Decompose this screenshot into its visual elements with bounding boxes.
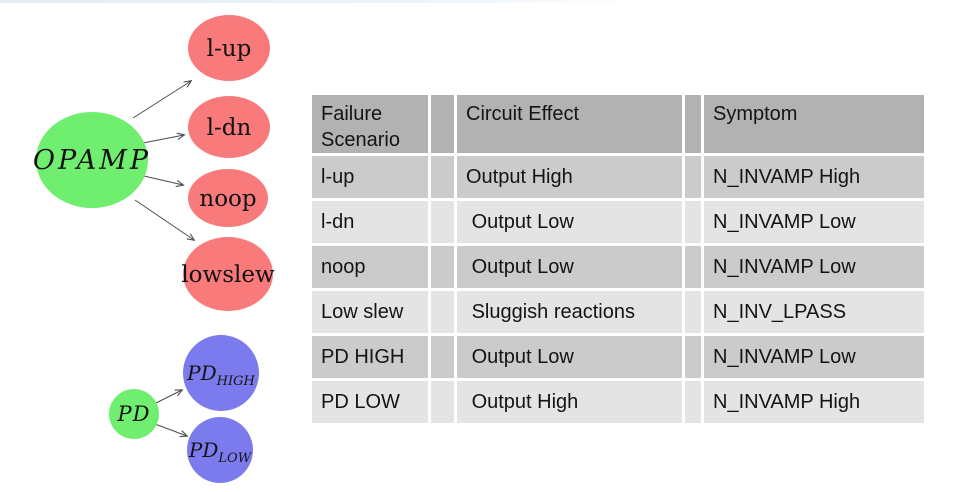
pdlow-label-base: PD xyxy=(188,438,219,462)
pd-tree-edges xyxy=(154,390,187,436)
cell-scenario: l-up xyxy=(312,156,428,198)
edge-opamp-noop xyxy=(143,175,183,185)
edge-opamp-ldn xyxy=(142,135,184,144)
edge-opamp-lup xyxy=(132,81,191,119)
cell-scenario: Low slew xyxy=(312,291,428,333)
edge-pd-pdhigh xyxy=(155,390,182,404)
cell-effect: Output Low xyxy=(457,246,682,288)
header-failure-scenario: Failure Scenario xyxy=(312,95,428,153)
pdlow-node-label: PDLOW xyxy=(188,438,253,466)
pd-node xyxy=(109,389,159,439)
ldn-node-label: l-dn xyxy=(207,115,252,141)
cell-scenario: PD LOW xyxy=(312,381,428,423)
cell-symptom: N_INVAMP High xyxy=(704,156,924,198)
spacer-cell xyxy=(431,246,454,288)
failure-table: Failure Scenario Circuit Effect Symptom … xyxy=(312,95,924,423)
spacer-cell xyxy=(685,336,701,378)
lup-node-label: l-up xyxy=(207,36,252,62)
opamp-node-label: OPAMP xyxy=(33,145,151,176)
spacer-cell xyxy=(431,291,454,333)
cell-effect: Output Low xyxy=(457,336,682,378)
pd-node-label: PD xyxy=(117,402,151,426)
top-edge-highlight xyxy=(0,0,640,3)
cell-symptom: N_INVAMP High xyxy=(704,381,924,423)
cell-effect: Output High xyxy=(457,156,682,198)
spacer-cell xyxy=(685,246,701,288)
spacer-cell xyxy=(685,381,701,423)
spacer-cell xyxy=(431,156,454,198)
lowslew-node-label: lowslew xyxy=(181,262,275,288)
pdlow-label-subscript: LOW xyxy=(217,451,252,466)
header-circuit-effect: Circuit Effect xyxy=(457,95,682,153)
edge-pd-pdlow xyxy=(154,423,187,436)
noop-node xyxy=(188,169,268,227)
lowslew-node xyxy=(183,237,273,311)
pdhigh-node-label: PDHIGH xyxy=(186,361,255,389)
cell-effect: Sluggish reactions xyxy=(457,291,682,333)
opamp-node xyxy=(36,112,148,208)
spacer-cell xyxy=(431,336,454,378)
header-symptom: Symptom xyxy=(704,95,924,153)
noop-node-label: noop xyxy=(199,186,256,212)
pdhigh-node xyxy=(183,335,259,411)
edge-opamp-lowslew xyxy=(134,199,194,240)
lup-node xyxy=(188,15,270,81)
spacer-cell xyxy=(685,156,701,198)
ldn-node xyxy=(188,96,270,158)
header-spacer-2 xyxy=(685,95,701,153)
pdhigh-label-subscript: HIGH xyxy=(216,374,256,389)
cell-symptom: N_INVAMP Low xyxy=(704,246,924,288)
pdhigh-label-base: PD xyxy=(186,361,217,385)
pdlow-node xyxy=(187,417,253,483)
cell-symptom: N_INV_LPASS xyxy=(704,291,924,333)
spacer-cell xyxy=(431,381,454,423)
spacer-cell xyxy=(431,201,454,243)
spacer-cell xyxy=(685,201,701,243)
cell-symptom: N_INVAMP Low xyxy=(704,336,924,378)
cell-effect: Output Low xyxy=(457,201,682,243)
spacer-cell xyxy=(685,291,701,333)
cell-scenario: PD HIGH xyxy=(312,336,428,378)
cell-effect: Output High xyxy=(457,381,682,423)
opamp-tree-edges xyxy=(132,81,194,240)
fault-tree-diagram: OPAMP l-up l-dn noop lowslew PD PDHIGH P… xyxy=(33,15,275,483)
header-spacer-1 xyxy=(431,95,454,153)
cell-symptom: N_INVAMP Low xyxy=(704,201,924,243)
cell-scenario: noop xyxy=(312,246,428,288)
cell-scenario: l-dn xyxy=(312,201,428,243)
